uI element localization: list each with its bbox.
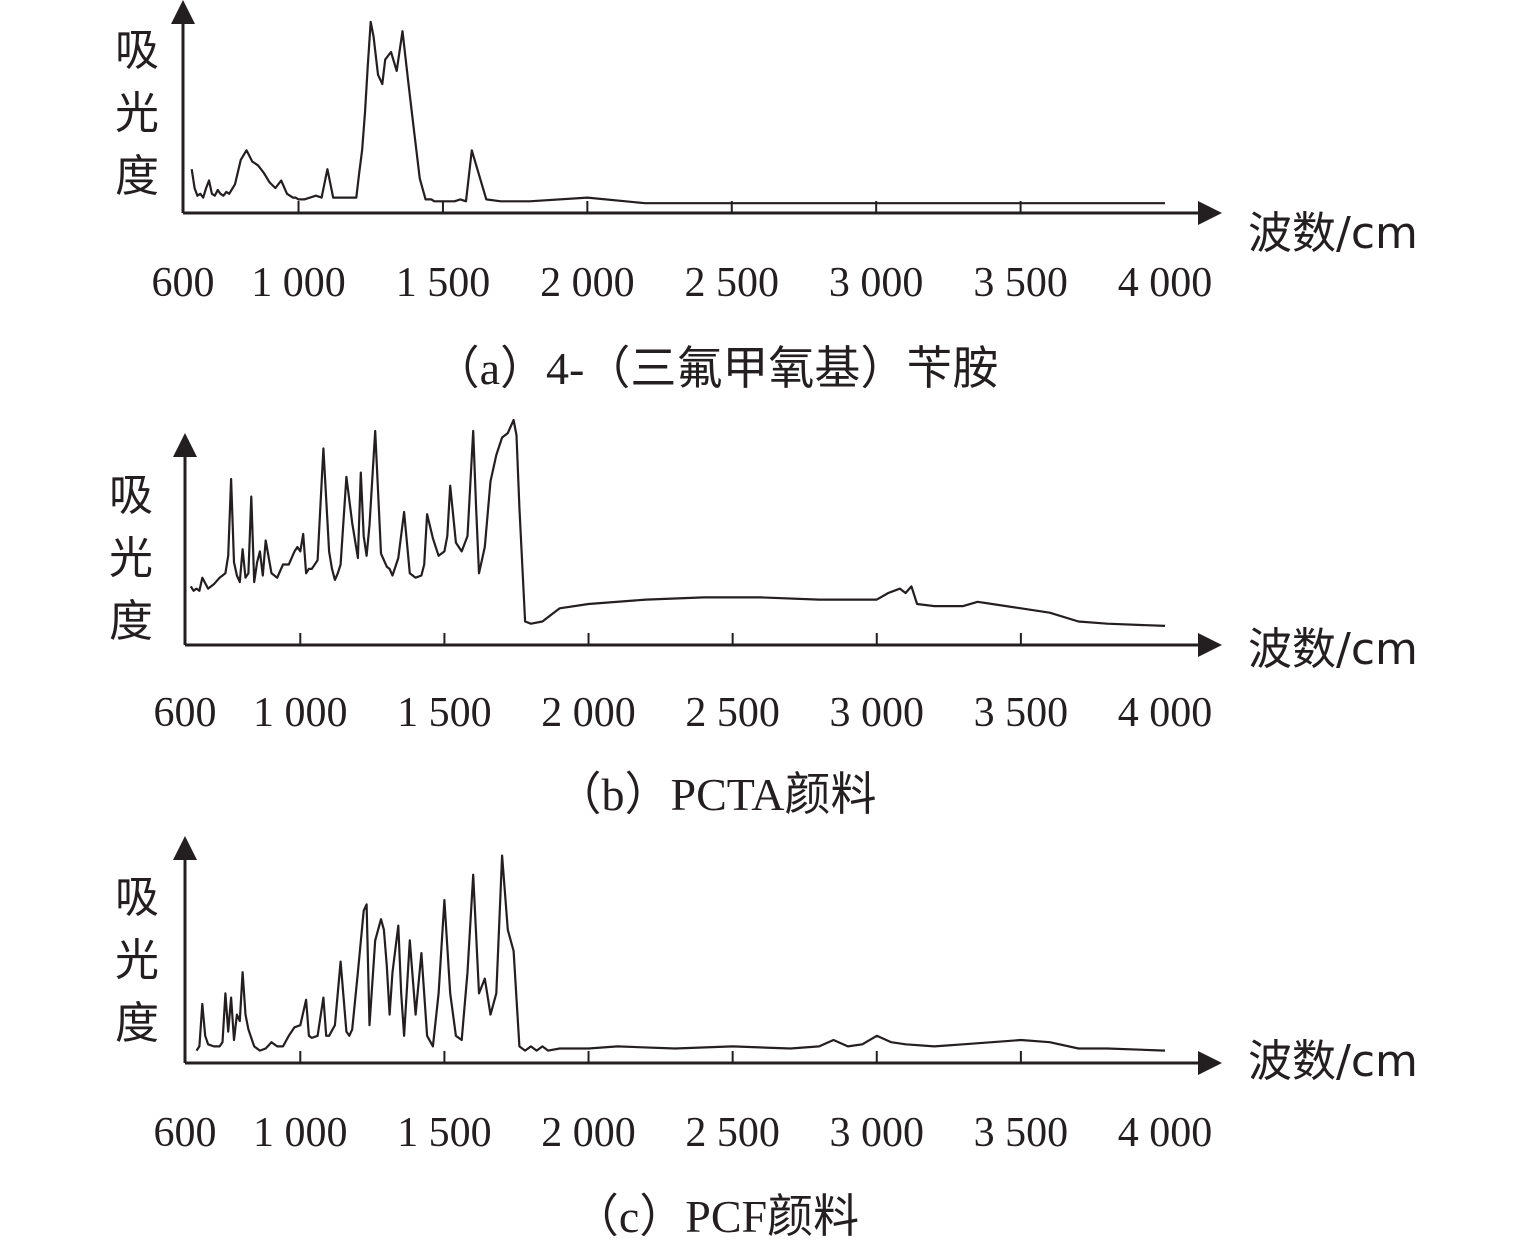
- x-tick-label: 2 000: [541, 690, 636, 736]
- spectrum-line: [189, 418, 1166, 627]
- y-axis-label-3: 度: [115, 998, 159, 1049]
- y-axis-label-2: 光: [109, 533, 153, 584]
- x-axis-arrowhead: [1198, 633, 1222, 657]
- y-axis-label-3: 度: [109, 596, 153, 647]
- x-tick-label: 1 500: [397, 1110, 492, 1156]
- panel-caption: （b）PCTA颜料: [556, 769, 877, 820]
- x-tick-label: 600: [154, 1110, 217, 1156]
- x-tick-label: 1 000: [251, 260, 346, 306]
- x-tick-label: 600: [154, 690, 217, 736]
- y-axis-label-2: 光: [115, 88, 159, 139]
- panel-caption: （a）4-（三氟甲氧基）苄胺: [434, 343, 999, 394]
- x-tick-label: 3 500: [973, 260, 1068, 306]
- x-tick-label: 1 000: [253, 1110, 348, 1156]
- x-tick-label: 3 500: [974, 1110, 1069, 1156]
- y-axis-arrowhead: [173, 836, 197, 860]
- x-tick-label: 3 000: [830, 1110, 925, 1156]
- x-ticks: [299, 1051, 1022, 1063]
- x-tick-label: 1 000: [253, 690, 348, 736]
- x-tick-label: 2 000: [540, 260, 635, 306]
- y-axis-label-1: 吸: [115, 872, 159, 923]
- x-tick-labels: 600 1 000 1 500 2 000 2 500 3 000 3 500 4 000: [154, 690, 1213, 736]
- y-axis-arrowhead: [173, 433, 197, 457]
- x-tick-label: 2 500: [685, 1110, 780, 1156]
- y-axis-arrowhead: [171, 0, 195, 24]
- panel-caption: （c）PCF颜料: [573, 1191, 859, 1242]
- spectrum-line: [190, 20, 1165, 205]
- x-tick-labels: 600 1 000 1 500 2 000 2 500 3 000 3 500 4 000: [152, 260, 1213, 306]
- panel-a: 吸 光 度 波数/cm 600 1 000 1 500 2 000 2 500 3 000…: [115, 0, 1418, 394]
- x-ticks: [299, 633, 1022, 645]
- y-axis-label-3: 度: [115, 151, 159, 202]
- panel-b: 吸 光 度 波数/cm 600 1 000 1 500 2 000 2 500 3 000…: [109, 418, 1418, 820]
- x-axis-label: 波数/cm: [1248, 208, 1418, 259]
- y-axis-label-2: 光: [115, 935, 159, 986]
- x-tick-label: 3 000: [829, 260, 924, 306]
- x-tick-label: 4 000: [1118, 260, 1213, 306]
- x-tick-label: 2 500: [685, 690, 780, 736]
- x-ticks: [297, 201, 1022, 213]
- x-axis-label: 波数/cm: [1248, 1036, 1418, 1087]
- x-tick-label: 1 500: [397, 690, 492, 736]
- x-tick-label: 4 000: [1118, 1110, 1213, 1156]
- x-axis-arrowhead: [1198, 201, 1222, 225]
- y-axis-label-1: 吸: [115, 25, 159, 76]
- y-axis-label-1: 吸: [109, 470, 153, 521]
- x-tick-label: 3 000: [830, 690, 925, 736]
- x-tick-label: 2 000: [541, 1110, 636, 1156]
- x-tick-label: 1 500: [396, 260, 491, 306]
- panel-c: 吸 光 度 波数/cm 600 1 000 1 500 2 000 2 500 3 000…: [115, 836, 1418, 1242]
- x-tick-label: 3 500: [974, 690, 1069, 736]
- x-tick-labels: 600 1 000 1 500 2 000 2 500 3 000 3 500 4 000: [154, 1110, 1213, 1156]
- x-tick-label: 600: [152, 260, 215, 306]
- x-tick-label: 2 500: [685, 260, 780, 306]
- x-axis-arrowhead: [1198, 1051, 1222, 1075]
- x-tick-label: 4 000: [1118, 690, 1213, 736]
- spectrum-line: [195, 854, 1166, 1052]
- x-axis-label: 波数/cm: [1248, 624, 1418, 675]
